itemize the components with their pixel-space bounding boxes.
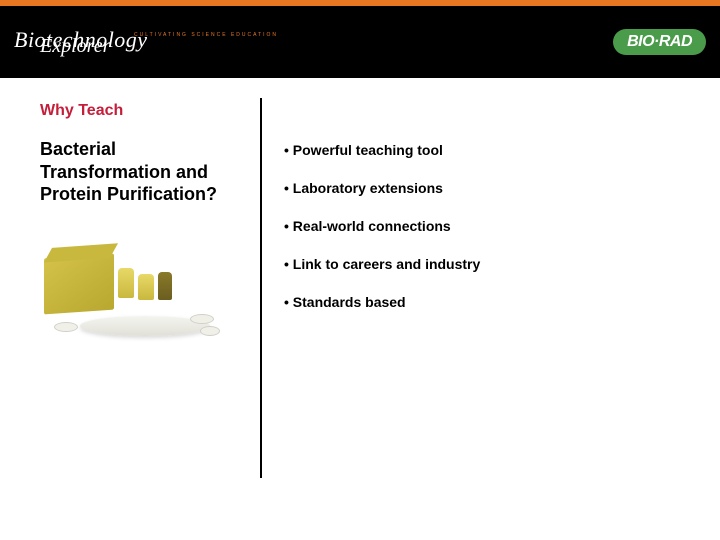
left-column: Why Teach Bacterial Transformation and P… bbox=[40, 102, 260, 540]
bullet-item: Link to careers and industry bbox=[284, 256, 480, 272]
bullet-item: Standards based bbox=[284, 294, 480, 310]
bottle-graphic bbox=[138, 274, 154, 300]
bullet-item: Laboratory extensions bbox=[284, 180, 480, 196]
right-column: Powerful teaching tool Laboratory extens… bbox=[262, 102, 480, 540]
header-bar: Biotechnology CULTIVATING SCIENCE EDUCAT… bbox=[0, 6, 720, 78]
dish-graphic bbox=[200, 326, 220, 336]
logo-line2: Explorer bbox=[40, 36, 278, 56]
bottle-graphic bbox=[158, 272, 172, 300]
dish-graphic bbox=[190, 314, 214, 324]
bullet-item: Powerful teaching tool bbox=[284, 142, 480, 158]
kit-box-graphic bbox=[44, 253, 114, 314]
bullet-item: Real-world connections bbox=[284, 218, 480, 234]
section-label: Why Teach bbox=[40, 102, 242, 120]
slide-subtitle: Bacterial Transformation and Protein Pur… bbox=[40, 138, 242, 206]
bottle-graphic bbox=[118, 268, 134, 298]
kit-illustration bbox=[40, 248, 230, 348]
bullet-list: Powerful teaching tool Laboratory extens… bbox=[284, 142, 480, 310]
dish-graphic bbox=[54, 322, 78, 332]
brand-badge: BIO·RAD bbox=[613, 29, 706, 55]
slide-content: Why Teach Bacterial Transformation and P… bbox=[0, 78, 720, 540]
product-logo: Biotechnology CULTIVATING SCIENCE EDUCAT… bbox=[14, 29, 278, 56]
